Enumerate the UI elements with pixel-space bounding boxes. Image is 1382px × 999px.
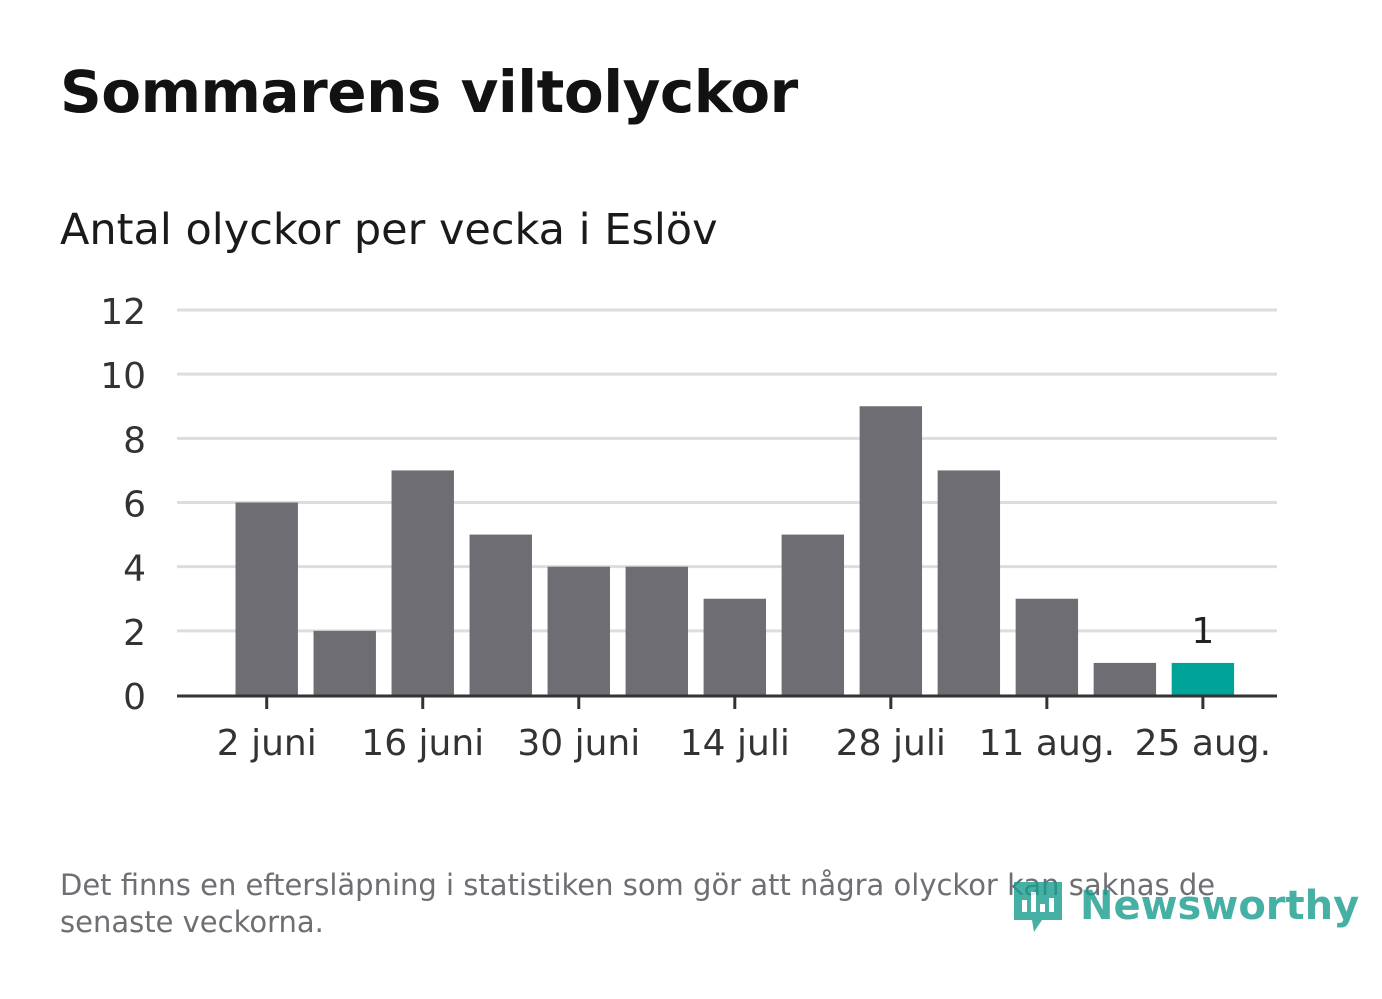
y-tick-label: 2 (123, 613, 146, 654)
y-tick-label: 8 (123, 420, 146, 461)
y-tick-label: 6 (123, 485, 146, 526)
x-axis-labels: 2 juni 16 juni 30 juni 14 juli 28 juli 11 aug… (217, 723, 1271, 764)
newsworthy-logo-icon (1014, 882, 1062, 932)
bar (1015, 598, 1079, 695)
y-axis-labels: 0 2 4 6 8 10 12 (100, 292, 146, 718)
x-tick-label: 2 juni (217, 723, 317, 764)
y-tick-label: 10 (100, 356, 146, 397)
bar (781, 534, 845, 695)
bar (391, 470, 454, 695)
bar (859, 406, 923, 695)
bar (937, 470, 1001, 695)
bar (313, 630, 376, 695)
x-tick-label: 25 aug. (1135, 723, 1271, 764)
bar (703, 598, 767, 695)
bar (547, 566, 610, 695)
logo-text: Newsworthy (1080, 883, 1360, 929)
x-tick-label: 28 juli (836, 723, 946, 764)
bars (235, 406, 1235, 695)
y-tick-label: 12 (100, 292, 146, 333)
bar (235, 502, 298, 695)
x-tick-label: 30 juni (517, 723, 640, 764)
bar (469, 534, 532, 695)
x-tick-label: 11 aug. (979, 723, 1115, 764)
y-tick-label: 0 (123, 677, 146, 718)
grid-lines (177, 308, 1277, 633)
data-labels: 1 (1191, 611, 1214, 652)
data-label: 1 (1191, 611, 1214, 652)
x-tick-label: 16 juni (361, 723, 484, 764)
y-tick-label: 4 (123, 549, 146, 590)
chart-subtitle: Antal olyckor per vecka i Eslöv (60, 205, 718, 255)
chart-title: Sommarens viltolyckor (60, 58, 798, 126)
x-axis (177, 694, 1277, 709)
x-tick-label: 14 juli (680, 723, 790, 764)
bar (1171, 662, 1235, 695)
newsworthy-logo: Newsworthy (1010, 876, 1359, 936)
bar (1093, 662, 1157, 695)
bar (625, 566, 688, 695)
